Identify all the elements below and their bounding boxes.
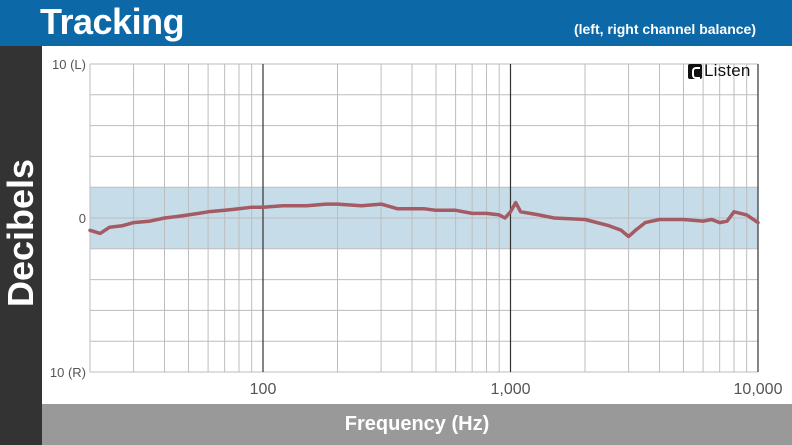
y-axis-label: Decibels — [0, 158, 41, 308]
chart-header: Tracking (left, right channel balance) — [0, 0, 792, 46]
y-tick-label: 0 — [79, 211, 86, 226]
listen-logo-text: Listen — [704, 61, 751, 80]
y-tick-label: 10 (L) — [52, 57, 86, 72]
tracking-chart: 100 1,000 10,000 10 (L) 0 10 (R) — [50, 57, 783, 398]
x-axis-label: Frequency (Hz) — [344, 413, 490, 435]
y-axis-label-bar: Decibels — [0, 46, 42, 445]
x-tick-label: 100 — [250, 381, 277, 398]
chart-title: Tracking — [40, 1, 185, 42]
listen-logo: Listen — [688, 61, 751, 81]
x-tick-label: 1,000 — [490, 381, 530, 398]
x-axis-label-bar: Frequency (Hz) — [42, 404, 792, 445]
x-tick-label: 10,000 — [734, 381, 783, 398]
chart-subtitle: (left, right channel balance) — [573, 21, 756, 37]
tracking-series-line — [88, 200, 760, 239]
y-tick-label: 10 (R) — [50, 365, 86, 380]
listen-logo-icon — [688, 63, 702, 79]
